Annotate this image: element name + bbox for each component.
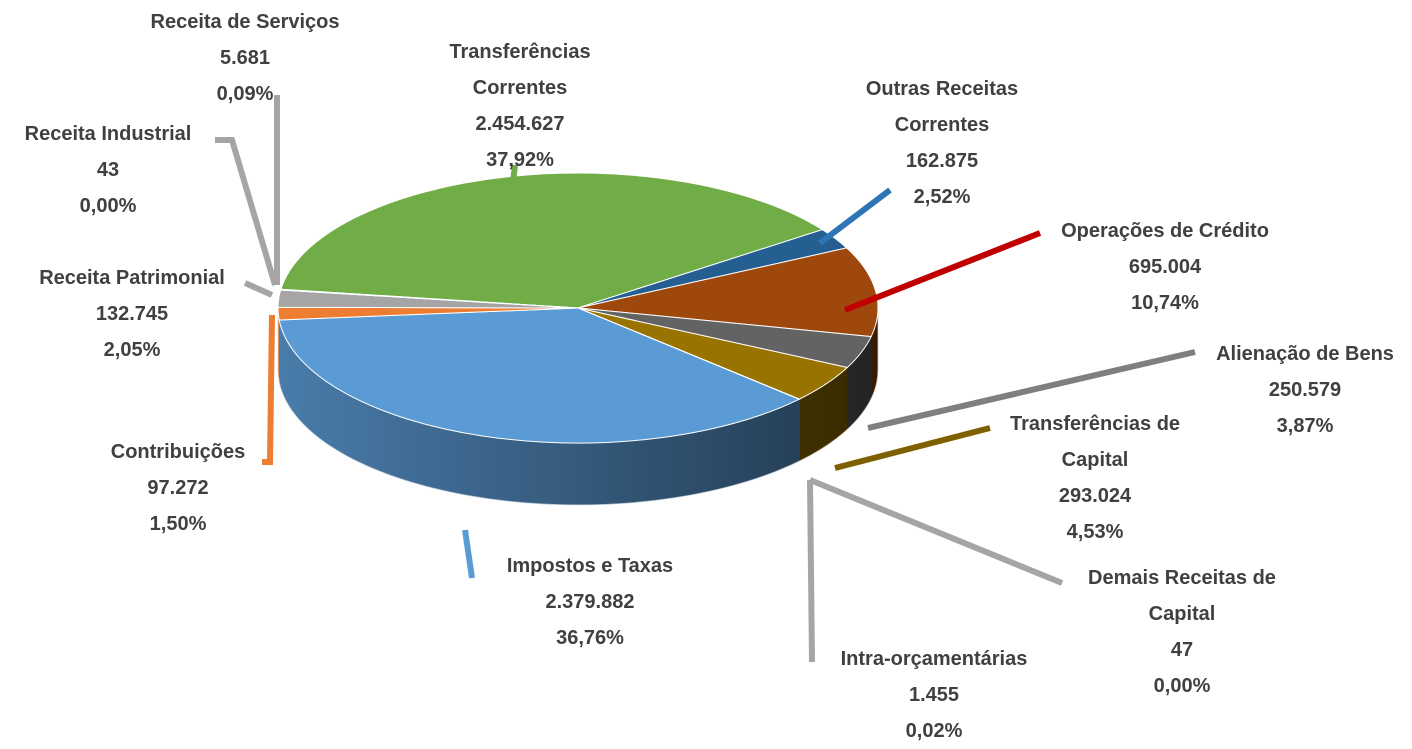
label-value: 695.004 bbox=[1025, 249, 1305, 285]
label-percent: 37,92% bbox=[430, 142, 610, 178]
label-value: 5.681 bbox=[115, 40, 375, 76]
label-name: Transferências Correntes bbox=[430, 34, 610, 106]
label-name: Outras Receitas Correntes bbox=[847, 71, 1037, 143]
label-percent: 0,00% bbox=[0, 188, 228, 224]
leader-line bbox=[845, 233, 1040, 310]
label-percent: 10,74% bbox=[1025, 285, 1305, 321]
label-name: Contribuições bbox=[78, 434, 278, 470]
label-percent: 0,09% bbox=[115, 76, 375, 112]
label-name: Transferências de Capital bbox=[985, 406, 1205, 478]
label-name: Receita Patrimonial bbox=[2, 260, 262, 296]
label-value: 2.379.882 bbox=[460, 584, 720, 620]
label-name: Receita Industrial bbox=[0, 116, 228, 152]
leader-line bbox=[835, 428, 990, 468]
label-value: 162.875 bbox=[847, 143, 1037, 179]
label-name: Intra-orçamentárias bbox=[804, 641, 1064, 677]
label-percent: 3,87% bbox=[1175, 408, 1412, 444]
label-name: Demais Receitas de Capital bbox=[1062, 560, 1302, 632]
label-name: Alienação de Bens bbox=[1175, 336, 1412, 372]
label-percent: 4,53% bbox=[985, 514, 1205, 550]
label-value: 2.454.627 bbox=[430, 106, 610, 142]
label-value: 293.024 bbox=[985, 478, 1205, 514]
label-percent: 0,02% bbox=[804, 713, 1064, 749]
label-name: Impostos e Taxas bbox=[460, 548, 720, 584]
label-percent: 1,50% bbox=[78, 506, 278, 542]
label-percent: 36,76% bbox=[460, 620, 720, 656]
label-name: Operações de Crédito bbox=[1025, 213, 1305, 249]
label-percent: 2,52% bbox=[847, 179, 1037, 215]
label-name: Receita de Serviços bbox=[115, 4, 375, 40]
label-value: 250.579 bbox=[1175, 372, 1412, 408]
label-value: 47 bbox=[1062, 632, 1302, 668]
leader-line bbox=[810, 480, 812, 662]
label-value: 132.745 bbox=[2, 296, 262, 332]
label-value: 43 bbox=[0, 152, 228, 188]
label-percent: 2,05% bbox=[2, 332, 262, 368]
label-percent: 0,00% bbox=[1062, 668, 1302, 704]
label-value: 97.272 bbox=[78, 470, 278, 506]
label-value: 1.455 bbox=[804, 677, 1064, 713]
